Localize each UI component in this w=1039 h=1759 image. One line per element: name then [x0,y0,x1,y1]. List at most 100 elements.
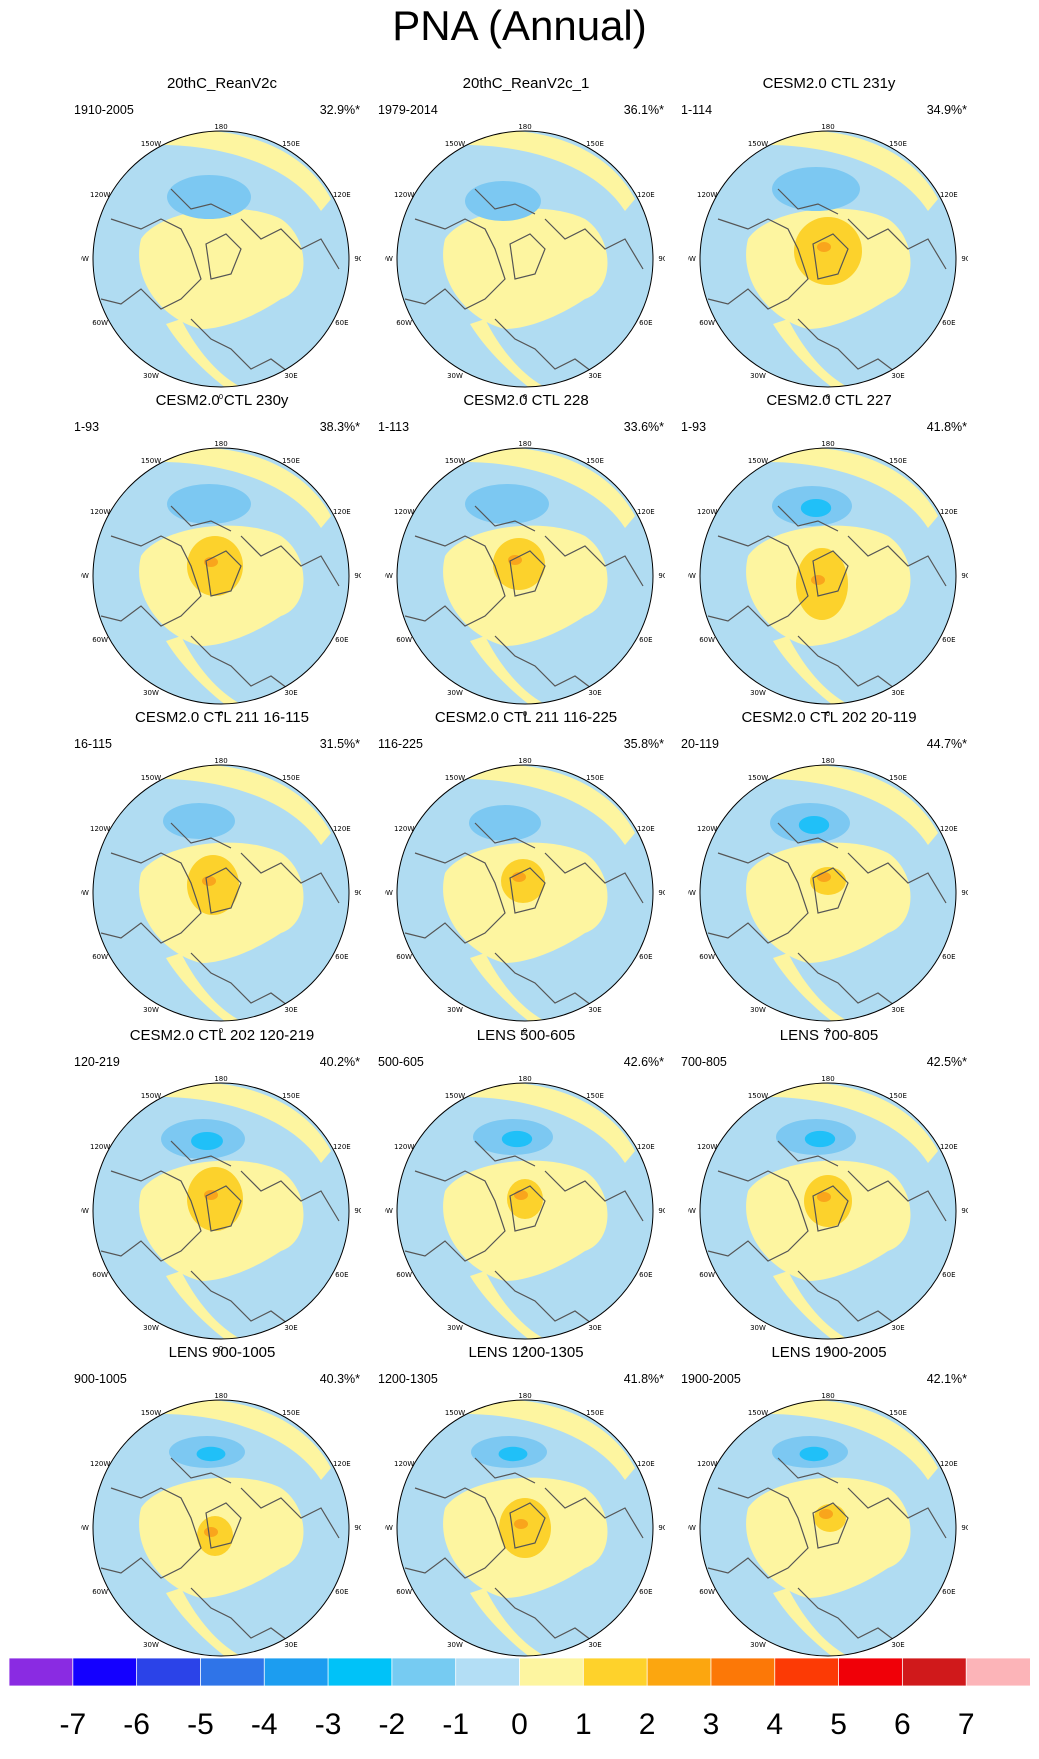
map-boundary [699,1399,957,1657]
longitude-label: 120W [394,1460,414,1468]
longitude-label: 30W [750,1006,766,1014]
longitude-label: 90W [81,572,89,580]
longitude-label: 180 [821,123,834,131]
longitude-label: 180 [214,1075,227,1083]
coastline [707,1457,947,1644]
positive-band [773,1588,868,1656]
negative-center [163,803,235,839]
panel-variance: 32.9%* [319,103,360,117]
longitude-label: 180 [821,757,834,765]
colorbar-segment [72,1658,138,1686]
longitude-label: 30W [143,372,159,380]
longitude-label: 60E [942,1271,955,1279]
coastline [404,1140,644,1327]
longitude-label: 60E [639,319,652,327]
longitude-label: 180 [214,757,227,765]
positive-band [470,319,565,387]
longitude-label: 60W [699,636,715,644]
longitude-label: 150E [586,457,604,465]
longitude-label: 30E [284,1006,297,1014]
positive-core [811,575,825,585]
colorbar-segment [582,1658,649,1686]
positive-band [773,319,868,387]
longitude-label: 120E [333,1460,351,1468]
colorbar-segment [9,1658,74,1686]
panel-period: 1979-2014 [378,103,438,117]
longitude-label: 30E [588,1006,601,1014]
map-boundary [92,447,350,705]
longitude-label: 60W [396,1271,412,1279]
map-boundary [396,1399,654,1657]
panel-title: CESM2.0 CTL 228 [463,392,589,409]
positive-core [204,1527,218,1537]
panel-title: CESM2.0 CTL 202 120-219 [129,1027,315,1044]
longitude-label: 180 [518,757,531,765]
coastline [100,1140,340,1327]
map-boundary [699,447,957,705]
coastline [404,822,644,1009]
longitude-label: 120W [90,1143,110,1151]
longitude-label: 30W [750,1641,766,1649]
map-panel: CESM2.0 CTL 211 116-225 116-225 35.8%* 180 1… [376,709,676,1033]
longitude-label: 30W [447,372,463,380]
longitude-label: 30W [750,1324,766,1332]
positive-band [166,636,261,704]
longitude-label: 150E [889,140,907,148]
map-boundary [699,764,957,1022]
positive-band [470,953,565,1021]
panel-variance: 42.5%* [926,1055,967,1069]
longitude-label: 60E [639,1271,652,1279]
colorbar-tick-label: 1 [574,1708,592,1741]
colorbar-segment [200,1658,266,1686]
longitude-label: 60E [942,319,955,327]
map-boundary [92,1082,350,1340]
longitude-label: 90E [354,1207,361,1215]
longitude-label: 90E [658,255,665,263]
colorbar-tick-label: -3 [314,1708,342,1741]
longitude-label: 60W [699,953,715,961]
longitude-label: 120W [90,508,110,516]
positive-band [166,1588,261,1656]
polar-map: 180150E120E90E60E30E030W60W90W120W150W [81,757,361,1033]
colorbar-segment [838,1658,904,1686]
longitude-label: 60W [92,636,108,644]
panel-period: 1910-2005 [74,103,134,117]
longitude-label: 150E [282,1409,300,1417]
panel-period: 1-93 [681,420,707,434]
polar-map: 180150E120E90E60E30E030W60W90W120W150W [688,1392,968,1668]
longitude-label: 150E [586,774,604,782]
longitude-label: 150W [445,1409,465,1417]
map-boundary [92,764,350,1022]
colorbar-segment [391,1658,457,1686]
positive-core [514,1190,528,1200]
longitude-label: 120W [90,825,110,833]
polar-map: 180150E120E90E60E30E030W60W90W120W150W [81,123,361,399]
colorbar-tick-label: 0 [511,1708,528,1741]
map-panel: CESM2.0 CTL 230y 1-93 38.3%* 180 150E 120E 90E… [72,392,372,716]
longitude-label: 30E [588,1324,601,1332]
longitude-label: 30W [143,1006,159,1014]
longitude-label: 120E [940,1460,958,1468]
panel-variance: 40.2%* [319,1055,360,1069]
panel-title: CESM2.0 CTL 211 116-225 [434,709,618,726]
polar-map: 180150E120E90E60E30E030W60W90W120W150W [688,440,968,716]
longitude-label: 30W [750,689,766,697]
colorbar-tick-label: 4 [766,1708,784,1741]
longitude-label: 30E [891,1006,904,1014]
longitude-label: 150E [889,1409,907,1417]
longitude-label: 60W [92,953,108,961]
longitude-label: 0 [523,393,527,399]
longitude-label: 30W [750,372,766,380]
colorbar [9,1658,1030,1686]
longitude-label: 30W [143,1641,159,1649]
longitude-label: 150W [748,140,768,148]
coastline [404,505,644,692]
coastline [404,1457,644,1644]
panel-title: LENS 1200-1305 [468,1344,584,1361]
map-boundary [92,130,350,388]
longitude-label: 150E [586,1409,604,1417]
colorbar-segment [136,1658,202,1686]
longitude-label: 30E [284,1324,297,1332]
colorbar-segment [327,1658,393,1686]
longitude-label: 120E [333,1143,351,1151]
